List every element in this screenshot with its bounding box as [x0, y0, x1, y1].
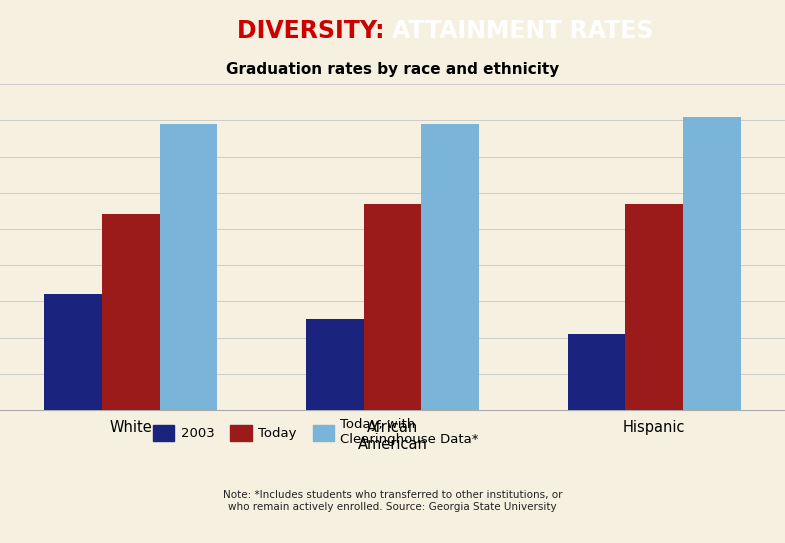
Text: DIVERSITY:: DIVERSITY: [237, 19, 392, 43]
Bar [683, 117, 740, 410]
Legend: 2003, Today, Today, with
Clearinghouse Data*: 2003, Today, Today, with Clearinghouse D… [148, 413, 484, 452]
Bar [102, 214, 159, 410]
Bar [568, 334, 626, 410]
Text: Note: *Includes students who transferred to other institutions, or
who remain ac: Note: *Includes students who transferred… [223, 490, 562, 512]
Title: Graduation rates by race and ethnicity: Graduation rates by race and ethnicity [226, 62, 559, 78]
Bar [45, 294, 102, 410]
Bar [159, 124, 217, 410]
Bar [422, 124, 479, 410]
Bar [306, 319, 363, 410]
Bar [363, 204, 422, 410]
Bar [626, 204, 683, 410]
Text: ATTAINMENT RATES: ATTAINMENT RATES [392, 19, 654, 43]
